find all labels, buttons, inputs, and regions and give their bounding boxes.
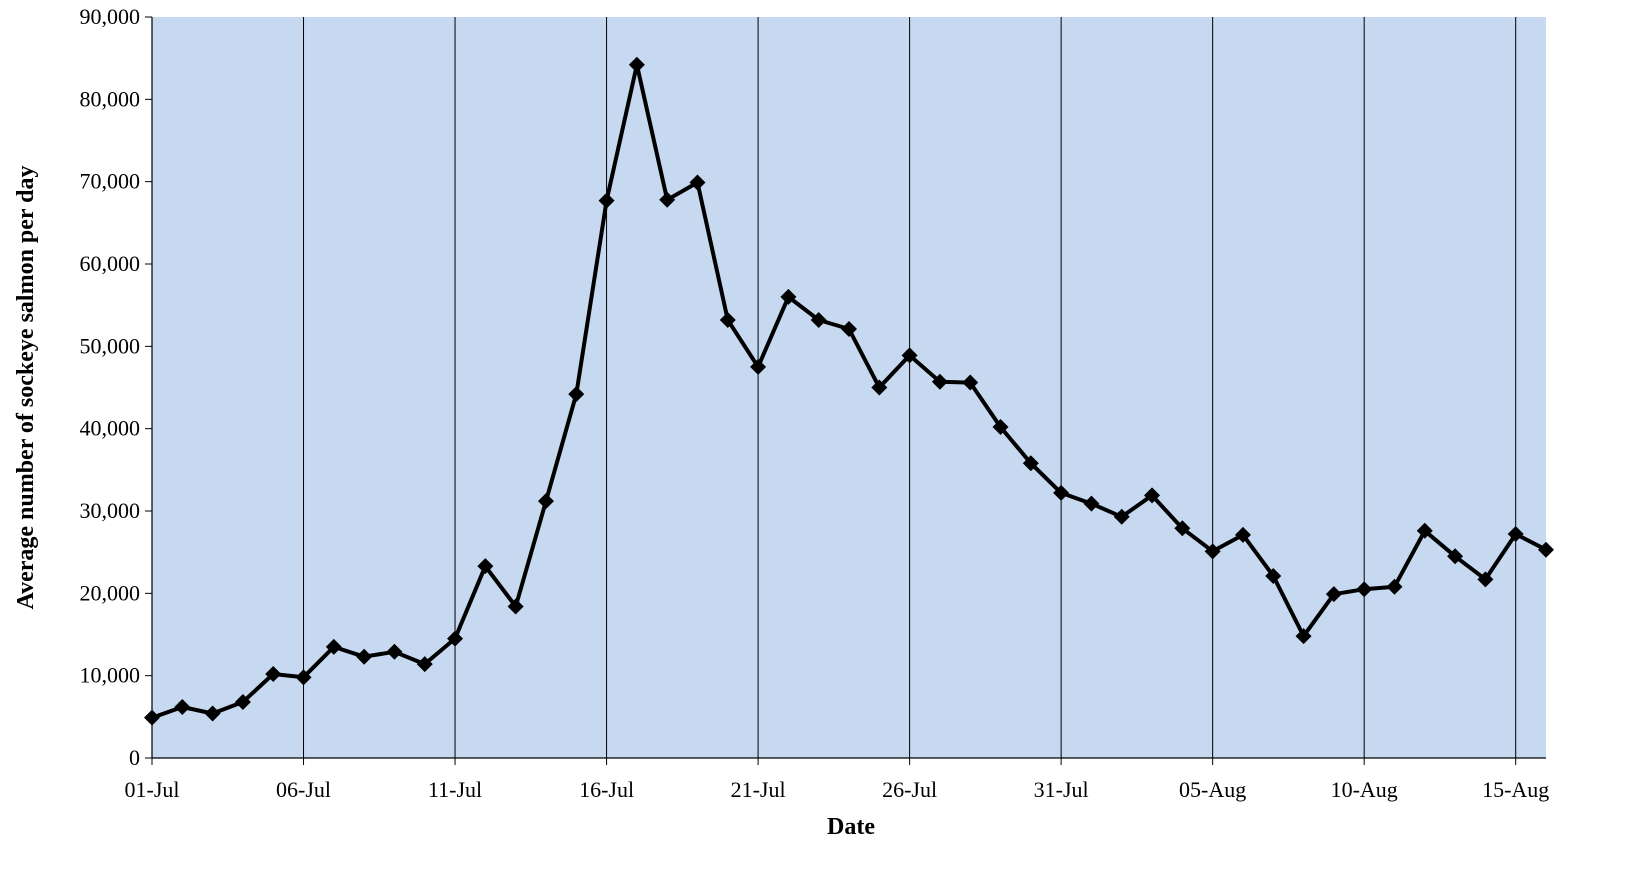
x-tick-label: 31-Jul: [1034, 777, 1089, 802]
x-tick-label: 05-Aug: [1179, 777, 1246, 802]
x-tick-label: 06-Jul: [276, 777, 331, 802]
y-tick-label: 70,000: [80, 169, 141, 194]
axes: [145, 16, 1546, 759]
x-tick-label: 21-Jul: [731, 777, 786, 802]
x-tick-label: 11-Jul: [428, 777, 482, 802]
data-point-marker: [1234, 526, 1251, 543]
data-point-marker: [628, 56, 645, 73]
data-point-marker: [204, 705, 221, 722]
y-axis-title: Average number of sockeye salmon per day: [13, 166, 39, 610]
data-point-marker: [1416, 522, 1433, 539]
y-tick-label: 60,000: [80, 251, 141, 276]
y-tick-label: 50,000: [80, 333, 141, 358]
x-tick-label: 10-Aug: [1331, 777, 1398, 802]
y-tick-label: 80,000: [80, 86, 141, 111]
data-point-marker: [265, 666, 282, 683]
x-axis-title: Date: [827, 814, 875, 840]
data-point-marker: [1144, 487, 1161, 504]
vertical-gridlines: [151, 17, 1517, 765]
data-point-marker: [962, 374, 979, 391]
data-point-marker: [234, 694, 251, 711]
x-tick-label: 15-Aug: [1482, 777, 1549, 802]
data-point-marker: [1113, 508, 1130, 525]
y-tick-label: 90,000: [80, 4, 141, 29]
y-tick-label: 20,000: [80, 580, 141, 605]
data-point-marker: [144, 709, 160, 726]
data-point-marker: [1204, 543, 1221, 560]
data-point-marker: [719, 311, 736, 328]
data-point-marker: [477, 558, 494, 575]
data-point-marker: [1325, 586, 1342, 603]
data-point-marker: [1053, 484, 1070, 501]
data-point-marker: [992, 419, 1009, 436]
plot-area: [152, 17, 1546, 758]
data-point-marker: [810, 311, 827, 328]
series-layer: [144, 56, 1554, 726]
data-point-marker: [598, 192, 615, 209]
data-point-marker: [1295, 628, 1312, 645]
data-point-marker: [1174, 520, 1191, 537]
data-point-marker: [295, 669, 312, 686]
x-tick-label: 16-Jul: [579, 777, 634, 802]
data-point-marker: [871, 379, 888, 396]
data-point-marker: [386, 643, 403, 660]
y-tick-label: 0: [129, 745, 140, 770]
data-point-marker: [1507, 526, 1524, 543]
data-point-marker: [1265, 568, 1282, 585]
data-point-marker: [659, 191, 676, 208]
data-point-marker: [568, 386, 585, 403]
data-point-marker: [447, 630, 464, 647]
data-point-marker: [901, 347, 918, 364]
data-point-marker: [780, 288, 797, 305]
x-tick-label: 26-Jul: [882, 777, 937, 802]
data-point-marker: [1356, 581, 1373, 598]
data-point-marker: [1447, 548, 1464, 565]
data-point-marker: [841, 321, 857, 338]
data-point-marker: [174, 698, 191, 715]
data-point-marker: [356, 648, 373, 665]
x-tick-labels: 01-Jul 06-Jul 11-Jul 16-Jul 21-Jul 26-Jul 31-J…: [125, 777, 1550, 802]
data-point-marker: [931, 373, 948, 390]
data-point-marker: [689, 174, 706, 191]
y-tick-label: 10,000: [80, 663, 141, 688]
data-point-marker: [325, 638, 342, 655]
data-point-marker: [1538, 541, 1554, 558]
y-tick-label: 40,000: [80, 416, 141, 441]
x-tick-label: 01-Jul: [125, 777, 180, 802]
data-point-marker: [537, 493, 554, 510]
data-point-marker: [1477, 571, 1494, 588]
data-point-marker: [750, 358, 767, 375]
data-point-marker: [1386, 578, 1403, 595]
y-tick-labels: 0 10,000 20,000 30,000 40,000 50,000 60,000 70,…: [80, 4, 141, 770]
y-tick-label: 30,000: [80, 498, 141, 523]
data-point-marker: [1022, 455, 1039, 472]
data-point-marker: [416, 656, 433, 673]
data-point-marker: [507, 598, 524, 615]
data-point-marker: [1083, 495, 1100, 512]
